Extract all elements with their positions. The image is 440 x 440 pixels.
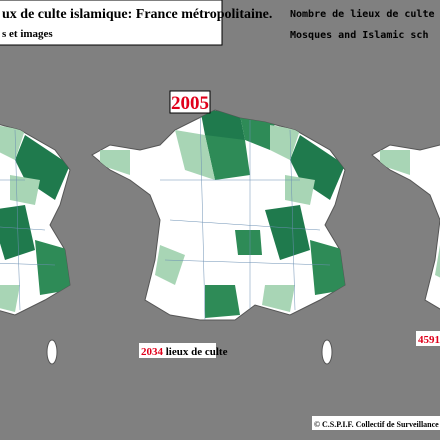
subtitle: s et images bbox=[2, 28, 53, 40]
count: 2034 bbox=[141, 346, 164, 358]
count: 4591 bbox=[418, 334, 440, 346]
footer-box bbox=[312, 416, 440, 430]
count-label: lieux de culte bbox=[166, 346, 228, 358]
title-box bbox=[0, 0, 223, 46]
year-box bbox=[169, 90, 211, 114]
count-line: 2034 lieux de culte bbox=[141, 346, 228, 358]
right-line: Nombre de lieux de culte bbox=[290, 8, 435, 20]
title: ux de culte islamique: France métropolit… bbox=[2, 7, 272, 22]
map-right bbox=[372, 108, 440, 364]
right-line: Mosques and Islamic sch bbox=[290, 29, 428, 41]
map-center bbox=[92, 108, 345, 364]
year: 2005 bbox=[171, 93, 209, 114]
count-box bbox=[139, 343, 216, 358]
footer: © C.S.P.I.F. Collectif de Surveillance d… bbox=[314, 420, 440, 429]
map-left bbox=[0, 108, 70, 364]
count-box bbox=[416, 331, 440, 346]
